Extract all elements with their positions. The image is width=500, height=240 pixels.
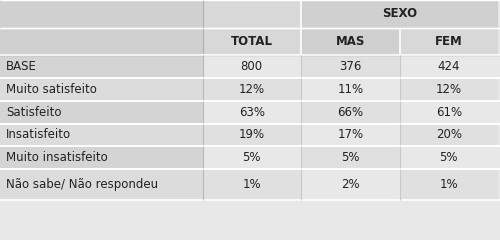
Bar — [202, 146, 301, 169]
Text: 800: 800 — [240, 60, 263, 73]
Bar — [0, 101, 202, 124]
Text: 12%: 12% — [238, 83, 265, 96]
Bar — [202, 55, 301, 78]
Text: Não sabe/ Não respondeu: Não sabe/ Não respondeu — [6, 178, 158, 191]
Text: 5%: 5% — [341, 151, 359, 164]
Bar — [301, 55, 400, 78]
Bar — [301, 0, 498, 28]
Bar — [0, 28, 202, 55]
Text: MAS: MAS — [336, 35, 365, 48]
Text: 1%: 1% — [440, 178, 458, 191]
Text: 19%: 19% — [238, 128, 265, 142]
Text: 5%: 5% — [242, 151, 261, 164]
Text: 17%: 17% — [337, 128, 363, 142]
Bar — [301, 124, 400, 146]
Text: 11%: 11% — [337, 83, 363, 96]
Bar — [0, 0, 202, 28]
Bar — [400, 28, 498, 55]
Bar — [400, 78, 498, 101]
Text: 61%: 61% — [436, 106, 462, 119]
Text: 424: 424 — [438, 60, 460, 73]
Text: Satisfeito: Satisfeito — [6, 106, 62, 119]
Bar — [301, 146, 400, 169]
Text: 1%: 1% — [242, 178, 261, 191]
Bar — [0, 78, 202, 101]
Text: 63%: 63% — [239, 106, 265, 119]
Text: BASE: BASE — [6, 60, 37, 73]
Bar — [202, 124, 301, 146]
Bar — [400, 101, 498, 124]
Text: 66%: 66% — [337, 106, 363, 119]
Text: TOTAL: TOTAL — [231, 35, 273, 48]
Bar — [202, 169, 301, 200]
Bar — [0, 55, 202, 78]
Bar — [0, 146, 202, 169]
Text: Muito insatisfeito: Muito insatisfeito — [6, 151, 108, 164]
Bar — [301, 101, 400, 124]
Bar — [400, 55, 498, 78]
Text: 2%: 2% — [341, 178, 359, 191]
Bar — [301, 28, 400, 55]
Text: 5%: 5% — [440, 151, 458, 164]
Text: 12%: 12% — [436, 83, 462, 96]
Text: 376: 376 — [339, 60, 361, 73]
Text: Insatisfeito: Insatisfeito — [6, 128, 71, 142]
Bar — [301, 169, 400, 200]
Bar — [400, 146, 498, 169]
Text: 20%: 20% — [436, 128, 462, 142]
Text: Muito satisfeito: Muito satisfeito — [6, 83, 97, 96]
Bar — [0, 124, 202, 146]
Bar — [202, 78, 301, 101]
Bar — [301, 78, 400, 101]
Text: FEM: FEM — [435, 35, 462, 48]
Bar — [400, 124, 498, 146]
Bar — [202, 101, 301, 124]
Bar — [202, 28, 301, 55]
Text: SEXO: SEXO — [382, 7, 417, 20]
Bar — [0, 169, 202, 200]
Bar — [202, 0, 301, 28]
Bar — [400, 169, 498, 200]
